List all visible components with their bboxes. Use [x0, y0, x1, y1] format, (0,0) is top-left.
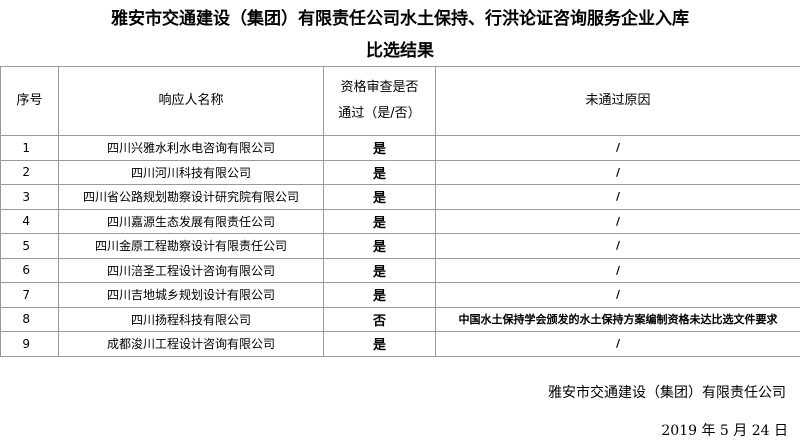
table-row: 2 四川河川科技有限公司是 / [0, 159, 800, 185]
column-header: 未通过原因 [435, 66, 800, 136]
table-row: 3 四川省公路规划勘察设计研究院有限公司是 / [0, 184, 800, 210]
column-header-line: 资格审查是否 [340, 80, 419, 95]
cell-num: 5 [0, 233, 59, 259]
cell-name: 四川扬程科技有限公司 [58, 306, 324, 332]
column-header: 序号 [0, 66, 59, 136]
table-row: 5 四川金原工程勘察设计有限责任公司是 / [0, 233, 800, 259]
cell-num: 8 [0, 306, 59, 332]
cell-name: 四川涪圣工程设计咨询有限公司 [58, 257, 324, 283]
cell-num: 7 [0, 282, 59, 308]
table-row: 8 四川扬程科技有限公司否中国水土保持学会颁发的水土保持方案编制资格未达比选文件要… [0, 306, 800, 332]
column-header: 资格审查是否 通过（是/否） [323, 66, 436, 136]
cell-num: 2 [0, 159, 59, 185]
cell-pass: 是 [323, 208, 436, 234]
cell-reason: / [435, 331, 800, 357]
table-row: 7 四川吉地城乡规划设计有限公司是 / [0, 282, 800, 308]
subtitle: 比选结果 [366, 41, 434, 61]
cell-reason: / [435, 208, 800, 234]
cell-num: 3 [0, 184, 59, 210]
column-header: 响应人名称 [58, 66, 324, 136]
cell-reason: / [435, 135, 800, 161]
table-row: 1 四川兴雅水利水电咨询有限公司是 / [0, 135, 800, 161]
cell-pass: 是 [323, 135, 436, 161]
cell-pass: 是 [323, 331, 436, 357]
cell-reason: / [435, 184, 800, 210]
result-table: 序号 响应人名称 资格审查是否 通过（是/否） 未通过原因 1 四川兴雅水利水电咨询有限公… [0, 66, 800, 357]
cell-num: 1 [0, 135, 59, 161]
cell-reason: / [435, 282, 800, 308]
cell-pass: 是 [323, 159, 436, 185]
column-header-line: 未通过原因 [585, 93, 651, 108]
table-row: 9 成都浚川工程设计咨询有限公司是 / [0, 331, 800, 357]
cell-reason: 中国水土保持学会颁发的水土保持方案编制资格未达比选文件要求 [435, 306, 800, 332]
cell-reason: / [435, 257, 800, 283]
title: 雅安市交通建设（集团）有限责任公司水土保持、行洪论证咨询服务企业入库 [111, 9, 689, 29]
column-header-line: 通过（是/否） [338, 106, 421, 121]
column-header-line: 序号 [16, 93, 43, 108]
cell-pass: 是 [323, 257, 436, 283]
table-row: 6 四川涪圣工程设计咨询有限公司是 / [0, 257, 800, 283]
header-row: 序号 响应人名称 资格审查是否 通过（是/否） 未通过原因 [0, 66, 800, 136]
cell-name: 四川嘉源生态发展有限责任公司 [58, 208, 324, 234]
cell-name: 四川河川科技有限公司 [58, 159, 324, 185]
cell-reason: / [435, 159, 800, 185]
table-row: 4 四川嘉源生态发展有限责任公司是 / [0, 208, 800, 234]
cell-name: 成都浚川工程设计咨询有限公司 [58, 331, 324, 357]
cell-pass: 是 [323, 282, 436, 308]
cell-num: 6 [0, 257, 59, 283]
cell-name: 四川兴雅水利水电咨询有限公司 [58, 135, 324, 161]
cell-name: 四川金原工程勘察设计有限责任公司 [58, 233, 324, 259]
footer-date: 2019 年 5 月 24 日 [661, 423, 788, 439]
cell-name: 四川省公路规划勘察设计研究院有限公司 [58, 184, 324, 210]
cell-reason: / [435, 233, 800, 259]
cell-num: 4 [0, 208, 59, 234]
cell-pass: 是 [323, 184, 436, 210]
footer-company: 雅安市交通建设（集团）有限责任公司 [548, 385, 786, 401]
cell-pass: 是 [323, 233, 436, 259]
cell-pass: 否 [323, 306, 436, 332]
cell-name: 四川吉地城乡规划设计有限公司 [58, 282, 324, 308]
column-header-line: 响应人名称 [158, 93, 224, 108]
cell-num: 9 [0, 331, 59, 357]
